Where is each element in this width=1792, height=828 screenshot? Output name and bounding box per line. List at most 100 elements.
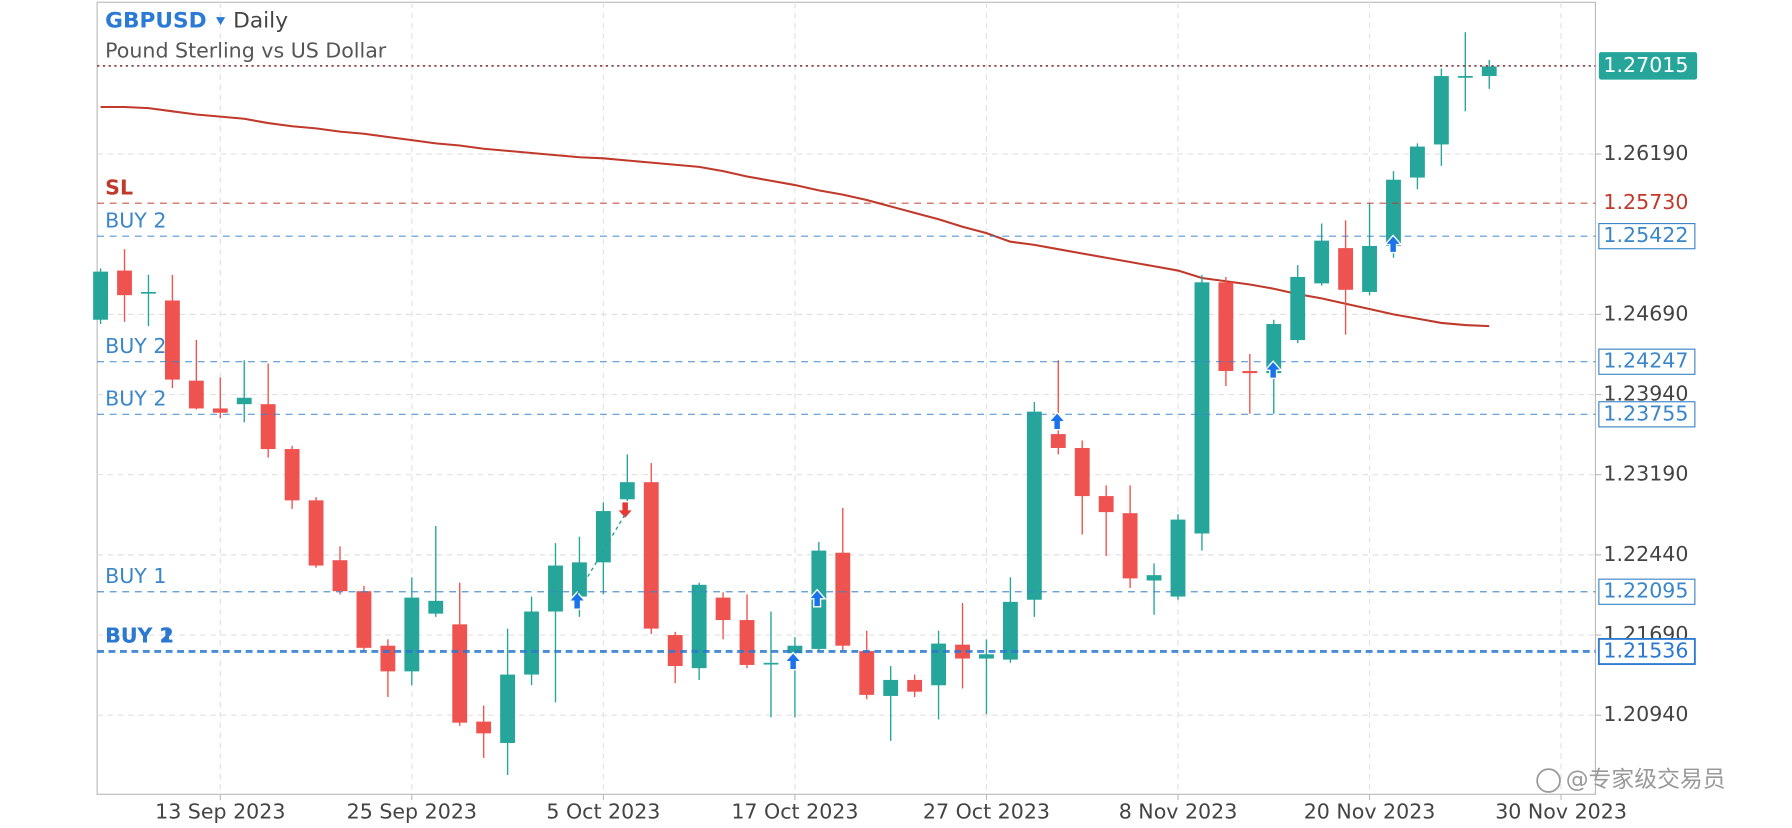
- candle-body: [619, 482, 635, 500]
- candle-body: [691, 584, 707, 669]
- buy-arrow: [567, 590, 587, 610]
- signal-link: [576, 513, 626, 595]
- candle-body: [260, 404, 276, 450]
- level-price-box: [1598, 348, 1696, 375]
- y-tick-label: 1.23190: [1603, 462, 1688, 486]
- candle-body: [1457, 76, 1473, 78]
- level-price-label: 1.21536: [1603, 638, 1688, 662]
- candle-body: [1122, 513, 1138, 579]
- level-price-box: [1598, 223, 1696, 250]
- candle-body: [1074, 447, 1090, 497]
- x-tick-label: 13 Sep 2023: [155, 800, 285, 824]
- candle-body: [188, 380, 204, 409]
- candle-body: [212, 408, 228, 413]
- dropdown-icon[interactable]: [216, 17, 226, 26]
- candle-body: [739, 620, 755, 665]
- candle-body: [835, 552, 851, 646]
- y-tick-label: 1.22440: [1603, 542, 1688, 566]
- candle-body: [380, 645, 396, 672]
- level-price-label: 1.24247: [1603, 349, 1688, 373]
- candle-body: [1170, 519, 1186, 597]
- candle-body: [643, 482, 659, 629]
- x-tick-label: 8 Nov 2023: [1119, 800, 1238, 824]
- candle-body: [763, 662, 779, 665]
- candle-body: [428, 600, 444, 614]
- level-label: BUY 2: [105, 624, 174, 648]
- x-tick-label: 27 Oct 2023: [923, 800, 1050, 824]
- watermark-icon: [1536, 768, 1561, 793]
- candle-body: [141, 291, 156, 294]
- moving-average: [100, 106, 1490, 328]
- candle-body: [572, 562, 587, 597]
- candle-body: [1242, 371, 1258, 374]
- subtitle: Pound Sterling vs US Dollar: [105, 38, 387, 62]
- level-price-label: 1.25422: [1603, 223, 1688, 247]
- candle-body: [787, 645, 803, 654]
- candle-body: [595, 511, 611, 563]
- candle-body: [1218, 282, 1234, 372]
- candle-body: [979, 654, 994, 659]
- buy-arrow: [1263, 360, 1283, 379]
- signal-arrows: [567, 234, 1403, 671]
- candle-body: [715, 597, 731, 621]
- candle-body: [1050, 434, 1066, 448]
- candle-body: [1290, 276, 1306, 341]
- plot-frame: [96, 1, 1596, 795]
- candle-body: [236, 397, 252, 405]
- candle-body: [907, 679, 923, 692]
- candle-body: [1338, 248, 1354, 290]
- candle-body: [404, 597, 420, 672]
- candle-body: [931, 643, 946, 686]
- y-tick-label: 1.20940: [1603, 702, 1688, 726]
- watermark: @专家级交易员: [1566, 767, 1726, 793]
- current-price-box: [1598, 52, 1698, 80]
- x-tick-label: 20 Nov 2023: [1304, 800, 1436, 824]
- level-label: SL: [105, 175, 133, 199]
- x-tick-label: 5 Oct 2023: [546, 800, 660, 824]
- candle-body: [1146, 575, 1162, 581]
- candle-body: [1362, 245, 1377, 292]
- candle-body: [117, 270, 132, 296]
- candle-body: [1026, 411, 1042, 600]
- level-price-box: [1598, 578, 1696, 605]
- x-tick-label: 30 Nov 2023: [1495, 800, 1627, 824]
- x-tick-label: 17 Oct 2023: [731, 800, 858, 824]
- level-price-box: [1597, 638, 1696, 665]
- level-label: BUY 2: [105, 334, 166, 358]
- symbol[interactable]: GBPUSD: [105, 9, 207, 34]
- candle-body: [1386, 179, 1401, 246]
- candle-body: [524, 611, 539, 675]
- buy-arrow: [807, 588, 827, 608]
- buy-arrow: [783, 651, 803, 671]
- candle-body: [164, 300, 180, 380]
- candle-body: [883, 679, 899, 696]
- candle-body: [859, 651, 875, 695]
- candle-body: [500, 674, 516, 743]
- level-label: BUY 1: [105, 624, 174, 648]
- x-tick-label: 25 Sep 2023: [347, 800, 477, 824]
- candle-body: [1098, 496, 1114, 513]
- candle-body: [548, 565, 563, 612]
- candle-body: [332, 560, 348, 592]
- level-price-label: 1.23755: [1603, 401, 1688, 425]
- candle-body: [1314, 240, 1330, 284]
- candle-body: [308, 500, 324, 566]
- interval: Daily: [233, 9, 288, 34]
- y-tick-label: 1.26190: [1603, 141, 1688, 165]
- y-tick-label: 1.24690: [1603, 301, 1688, 325]
- buy-arrow: [1047, 411, 1067, 431]
- candle-body: [1194, 282, 1210, 534]
- level-label: BUY 2: [105, 386, 166, 410]
- level-label: BUY 2: [105, 208, 166, 232]
- candle-body: [356, 591, 372, 648]
- buy-arrow: [1383, 234, 1403, 254]
- candle-body: [1410, 146, 1425, 178]
- candle-body: [955, 644, 970, 659]
- marks: 1.209401.216901.224401.231901.239401.246…: [93, 2, 1698, 824]
- candle-body: [1433, 76, 1449, 145]
- level-label: BUY 1: [105, 564, 166, 588]
- level-price-label: 1.25730: [1603, 190, 1688, 214]
- level-price-label: 1.22095: [1603, 579, 1688, 603]
